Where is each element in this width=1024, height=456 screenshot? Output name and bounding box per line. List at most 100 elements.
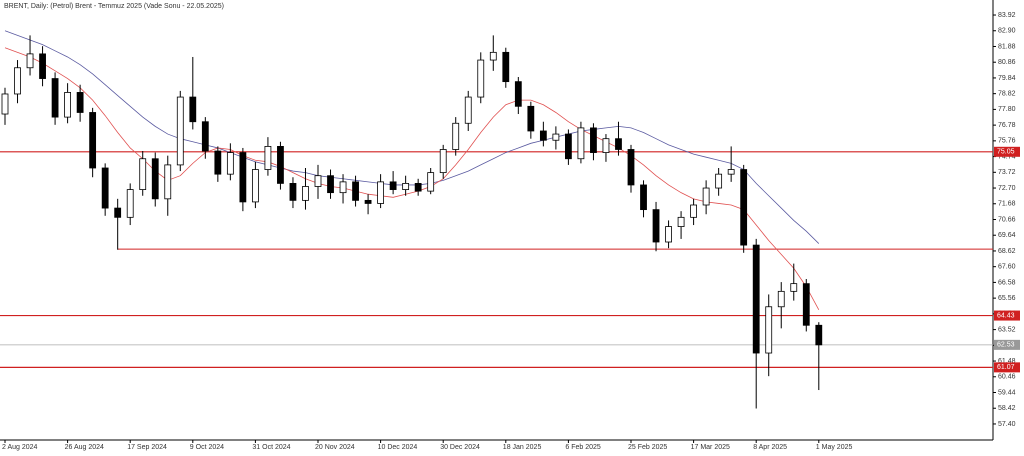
price-tag-label: 61.07: [997, 364, 1015, 371]
price-tag-label: 75.05: [997, 149, 1015, 156]
candle-body: [715, 173, 723, 189]
candle-body: [51, 78, 59, 118]
candle-body: [226, 152, 234, 175]
price-tag-label: 62.53: [997, 342, 1015, 349]
y-tick-label: 59.44: [998, 389, 1016, 396]
candle-body: [452, 122, 460, 150]
candle-body: [477, 59, 485, 98]
y-tick-label: 74.74: [998, 153, 1016, 160]
candle-body: [214, 150, 222, 175]
candle-body: [414, 183, 422, 192]
x-tick-label: 31 Oct 2024: [252, 444, 290, 451]
candle-body: [189, 96, 197, 123]
candle-body: [377, 181, 385, 204]
x-tick-label: 30 Dec 2024: [440, 444, 480, 451]
y-tick-label: 69.64: [998, 232, 1016, 239]
candle-body: [64, 92, 71, 118]
candle-body: [389, 181, 397, 190]
candle-body: [615, 138, 622, 150]
candle-body: [339, 181, 347, 194]
candle-body: [690, 204, 697, 218]
x-tick-label: 25 Feb 2025: [628, 444, 667, 451]
candle-body: [264, 146, 272, 170]
chart-title: BRENT, Daily: (Petrol) Brent - Temmuz 20…: [4, 3, 224, 10]
candle-body: [539, 130, 547, 141]
moving-average: [4, 47, 820, 311]
candle-body: [1, 93, 9, 115]
y-tick-label: 81.88: [998, 43, 1016, 50]
candle-body: [677, 216, 685, 227]
y-tick-label: 83.92: [998, 12, 1016, 19]
x-tick-label: 1 May 2025: [816, 444, 853, 451]
candle-body: [427, 172, 435, 192]
price-tag: [994, 362, 1020, 373]
y-tick-label: 63.52: [998, 326, 1016, 333]
candle-body: [352, 181, 359, 201]
y-tick-label: 79.84: [998, 75, 1016, 82]
candle-body: [176, 96, 184, 166]
candle-body: [602, 138, 610, 153]
candle-body: [277, 146, 284, 184]
candle-body: [239, 152, 247, 203]
y-tick-label: 68.62: [998, 248, 1016, 255]
y-tick-label: 61.48: [998, 358, 1016, 365]
candle-body: [815, 324, 823, 346]
candle-body: [565, 133, 572, 160]
candle-body: [101, 167, 109, 209]
candle-body: [251, 169, 259, 203]
x-tick-label: 18 Jan 2025: [503, 444, 542, 451]
candle-body: [627, 149, 635, 186]
moving-average: [4, 30, 820, 244]
candle-body: [552, 133, 560, 141]
candle-body: [402, 183, 410, 190]
candle-body: [740, 169, 748, 246]
candle-body: [652, 209, 660, 243]
price-tag-label: 64.43: [997, 312, 1015, 319]
y-tick-label: 67.60: [998, 264, 1016, 271]
candle-body: [640, 184, 647, 211]
candle-body: [527, 105, 535, 132]
candle-body: [514, 81, 522, 107]
candle-body: [702, 187, 710, 206]
candle-body: [577, 127, 585, 160]
candle-body: [752, 244, 760, 354]
candle-body: [89, 112, 97, 169]
candle-body: [126, 189, 134, 218]
candle-body: [14, 67, 21, 95]
candle-body: [114, 207, 122, 218]
candle-body: [151, 158, 159, 200]
y-tick-label: 72.70: [998, 185, 1016, 192]
y-tick-label: 73.72: [998, 169, 1016, 176]
x-tick-label: 2 Aug 2024: [2, 444, 38, 451]
price-tag: [994, 146, 1020, 157]
candle-body: [727, 169, 735, 175]
candle-body: [790, 283, 798, 292]
candle-body: [302, 186, 309, 201]
x-tick-label: 6 Feb 2025: [565, 444, 601, 451]
x-tick-label: 8 Apr 2025: [753, 444, 787, 451]
candle-body: [164, 164, 172, 200]
y-tick-label: 82.90: [998, 28, 1016, 35]
candle-body: [314, 175, 322, 187]
candle-body: [590, 127, 597, 153]
candle-body: [364, 199, 372, 204]
candle-body: [439, 149, 447, 174]
x-tick-label: 9 Oct 2024: [190, 444, 224, 451]
candle-body: [327, 175, 334, 194]
x-tick-label: 20 Nov 2024: [315, 444, 355, 451]
x-tick-label: 17 Sep 2024: [127, 444, 167, 451]
y-tick-label: 80.86: [998, 59, 1016, 66]
y-tick-label: 76.78: [998, 122, 1016, 129]
y-tick-label: 65.56: [998, 295, 1016, 302]
y-tick-label: 75.76: [998, 138, 1016, 145]
y-tick-label: 66.58: [998, 279, 1016, 286]
y-tick-label: 71.68: [998, 201, 1016, 208]
candle-body: [489, 51, 497, 61]
x-tick-label: 17 Mar 2025: [691, 444, 730, 451]
candle-body: [26, 53, 34, 69]
x-tick-label: 10 Dec 2024: [378, 444, 418, 451]
candle-body: [39, 53, 46, 79]
candle-body: [76, 92, 84, 113]
